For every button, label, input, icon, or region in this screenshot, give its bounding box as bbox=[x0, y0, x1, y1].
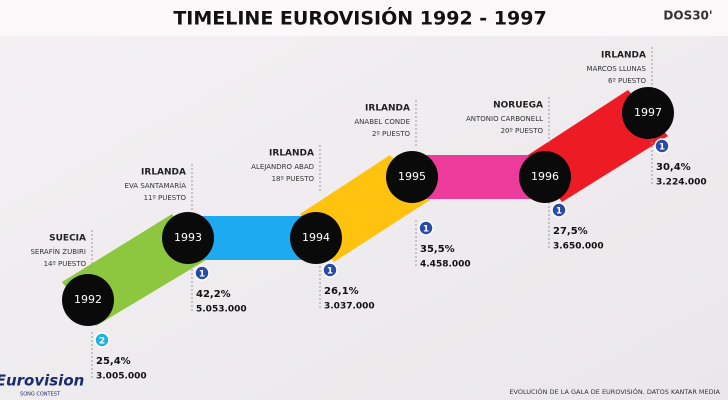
share: 30,4% bbox=[656, 162, 691, 173]
singer: ANTONIO CARBONELL bbox=[466, 115, 543, 123]
year: 1993 bbox=[174, 231, 202, 244]
position: 18º PUESTO bbox=[272, 175, 315, 183]
share: 35,5% bbox=[420, 244, 455, 255]
rank: 1 bbox=[327, 267, 333, 277]
rank: 1 bbox=[199, 270, 205, 280]
viewers: 3.005.000 bbox=[96, 372, 147, 382]
rank: 1 bbox=[659, 143, 665, 153]
position: 11º PUESTO bbox=[144, 194, 187, 202]
logo-sub: SONG CONTEST bbox=[20, 392, 61, 398]
year-circle bbox=[62, 274, 114, 326]
country: IRLANDA bbox=[269, 149, 314, 159]
position: 14º PUESTO bbox=[44, 260, 87, 268]
share: 25,4% bbox=[96, 356, 131, 367]
viewers: 4.458.000 bbox=[420, 260, 471, 270]
logo: Eurovision bbox=[0, 372, 84, 390]
singer: MARCOS LLUNAS bbox=[587, 65, 647, 73]
share: 27,5% bbox=[553, 226, 588, 237]
position: 6º PUESTO bbox=[608, 77, 646, 85]
rank-badge bbox=[194, 265, 210, 281]
year-circle bbox=[162, 212, 214, 264]
viewers: 3.037.000 bbox=[324, 302, 375, 312]
header-bar bbox=[0, 0, 728, 36]
singer: SERAFÍN ZUBIRI bbox=[30, 247, 86, 256]
viewers: 3.650.000 bbox=[553, 242, 604, 252]
year-circle bbox=[519, 151, 571, 203]
country: NORUEGA bbox=[493, 101, 543, 111]
viewers: 5.053.000 bbox=[196, 305, 247, 315]
position: 20º PUESTO bbox=[501, 127, 544, 135]
share: 42,2% bbox=[196, 289, 231, 300]
singer: ALEJANDRO ABAD bbox=[251, 163, 314, 171]
country: IRLANDA bbox=[141, 168, 186, 178]
year: 1992 bbox=[74, 293, 102, 306]
title: TIMELINE EUROVISIÓN 1992 - 1997 bbox=[173, 6, 546, 30]
rank: 2 bbox=[99, 337, 105, 347]
viewers: 3.224.000 bbox=[656, 178, 707, 188]
rank-badge bbox=[94, 332, 110, 348]
rank: 1 bbox=[423, 225, 429, 235]
rank-badge bbox=[654, 138, 670, 154]
year-circle bbox=[290, 212, 342, 264]
rank: 1 bbox=[556, 207, 562, 217]
year-circle bbox=[622, 87, 674, 139]
source-note: EVOLUCIÓN DE LA GALA DE EUROVISIÓN. DATO… bbox=[509, 387, 720, 396]
rank-badge bbox=[418, 220, 434, 236]
singer: ANABEL CONDE bbox=[354, 118, 410, 126]
year-circle bbox=[386, 151, 438, 203]
rank-badge bbox=[322, 262, 338, 278]
singer: EVA SANTAMARÍA bbox=[125, 181, 187, 190]
share: 26,1% bbox=[324, 286, 359, 297]
year: 1997 bbox=[634, 106, 662, 119]
country: SUECIA bbox=[49, 234, 86, 244]
country: IRLANDA bbox=[365, 104, 410, 114]
year: 1996 bbox=[531, 170, 559, 183]
year: 1994 bbox=[302, 231, 330, 244]
position: 2º PUESTO bbox=[372, 130, 410, 138]
year: 1995 bbox=[398, 170, 426, 183]
band bbox=[412, 155, 545, 199]
brand: DOS30' bbox=[663, 9, 712, 23]
band bbox=[188, 216, 316, 260]
rank-badge bbox=[551, 202, 567, 218]
country: IRLANDA bbox=[601, 51, 646, 61]
